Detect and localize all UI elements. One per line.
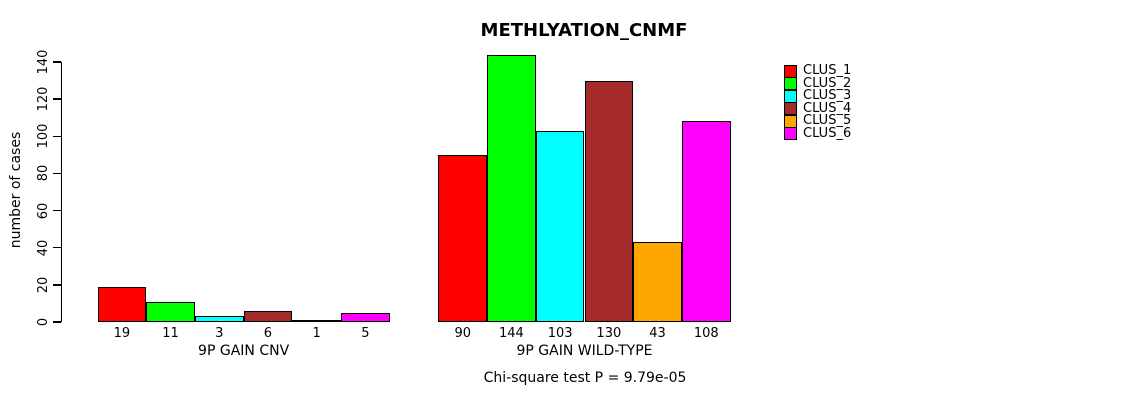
bar-value-label: 90 [454,326,472,341]
bar-clus_3-group2 [535,130,585,322]
legend-swatch [784,114,797,128]
chart-title: METHLYATION_CNMF [480,20,688,41]
bar-value-label: 144 [499,326,524,341]
bar-value-label: 11 [162,326,179,341]
legend-swatch [784,127,797,141]
bar-clus_5-group2 [633,242,682,322]
bar-clus_2-group2 [487,54,536,322]
legend-item: CLUS_5 [784,113,852,128]
bar-clus_2-group1 [146,301,195,322]
legend-label: CLUS_1 [803,63,852,78]
legend-swatch [784,64,797,78]
y-tick [52,135,61,138]
legend-label: CLUS_3 [803,88,852,103]
group-label: 9P GAIN WILD-TYPE [516,343,653,359]
y-tick-label: 100 [36,123,51,149]
legend-label: CLUS_2 [803,75,852,91]
y-tick-label: 40 [36,239,51,256]
legend-item: CLUS_4 [784,100,852,116]
y-tick-label: 140 [36,49,51,75]
bar-value-label: 5 [361,326,370,341]
bar-value-label: 103 [547,326,573,341]
bar-value-label: 43 [649,326,666,341]
legend-label: CLUS_5 [803,113,852,128]
legend: CLUS_1 CLUS_2 CLUS_3 CLUS_4 CLUS_5 CLUS_6 [784,63,852,141]
bar-clus_4-group2 [584,80,634,322]
bar-clus_1-group2 [438,154,488,322]
legend-item: CLUS_3 [784,88,852,103]
bar-clus_6-group2 [681,121,731,322]
y-tick-label: 0 [36,317,51,327]
y-tick-label: 20 [36,276,51,294]
bar-value-label: 6 [263,326,273,341]
stat-annotation: Chi-square test P = 9.79e-05 [483,370,687,386]
bar-clus_1-group1 [97,286,147,322]
bar-value-label: 3 [215,326,224,341]
legend-item: CLUS_1 [784,63,852,78]
bar-value-label: 1 [312,326,321,341]
bar-value-label: 19 [113,326,131,341]
legend-swatch [784,89,797,103]
y-tick-label: 120 [36,86,51,112]
y-tick [52,321,61,323]
legend-label: CLUS_4 [803,100,852,116]
y-tick [52,98,61,100]
y-tick [52,209,61,212]
bar-value-label: 130 [596,326,622,341]
bar-clus_5-group1 [292,320,341,323]
legend-item: CLUS_6 [784,125,852,141]
legend-swatch [784,77,797,91]
y-tick-label: 80 [36,165,51,182]
y-tick-label: 60 [36,202,51,219]
y-tick [52,172,61,175]
legend-swatch [784,102,797,116]
y-axis-label: number of cases [8,131,24,249]
legend-label: CLUS_6 [803,125,852,141]
y-tick [52,284,61,286]
bar-clus_6-group1 [341,312,390,322]
group-label: 9P GAIN CNV [198,343,290,359]
bar-clus_4-group1 [243,310,293,322]
y-tick [52,246,61,249]
y-axis-line [60,62,62,322]
bar-clus_3-group1 [194,316,244,322]
y-tick [52,61,61,63]
bar-value-label: 108 [693,326,719,341]
